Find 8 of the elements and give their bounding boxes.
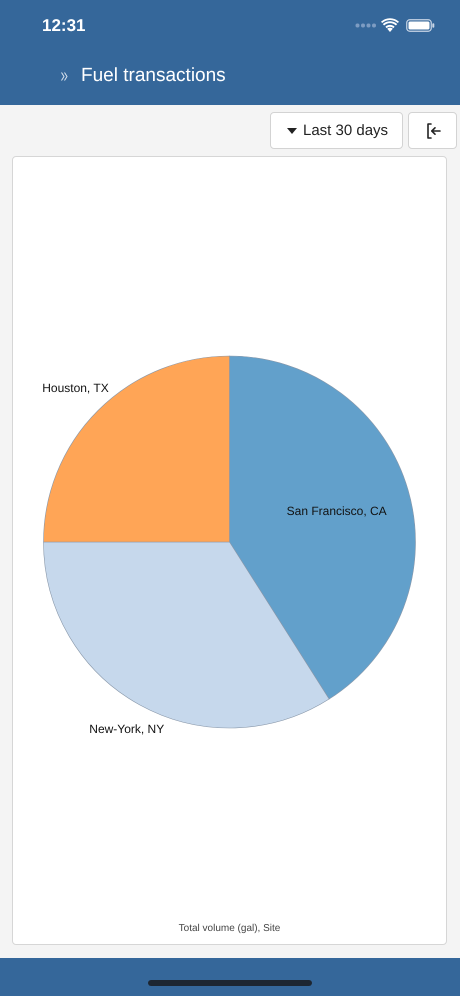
dropdown-button[interactable]: Last 30 days bbox=[270, 112, 403, 149]
slice-label: Houston, TX bbox=[42, 380, 109, 395]
text: 12:31 bbox=[42, 16, 86, 36]
exit-button[interactable] bbox=[408, 112, 457, 149]
slice-label: San Francisco, CA bbox=[286, 504, 387, 518]
text: Total volume (gal), Site bbox=[178, 923, 282, 935]
chart-title: Fuel transactions bbox=[81, 65, 226, 87]
slice-label: New-York, NY bbox=[89, 722, 164, 736]
